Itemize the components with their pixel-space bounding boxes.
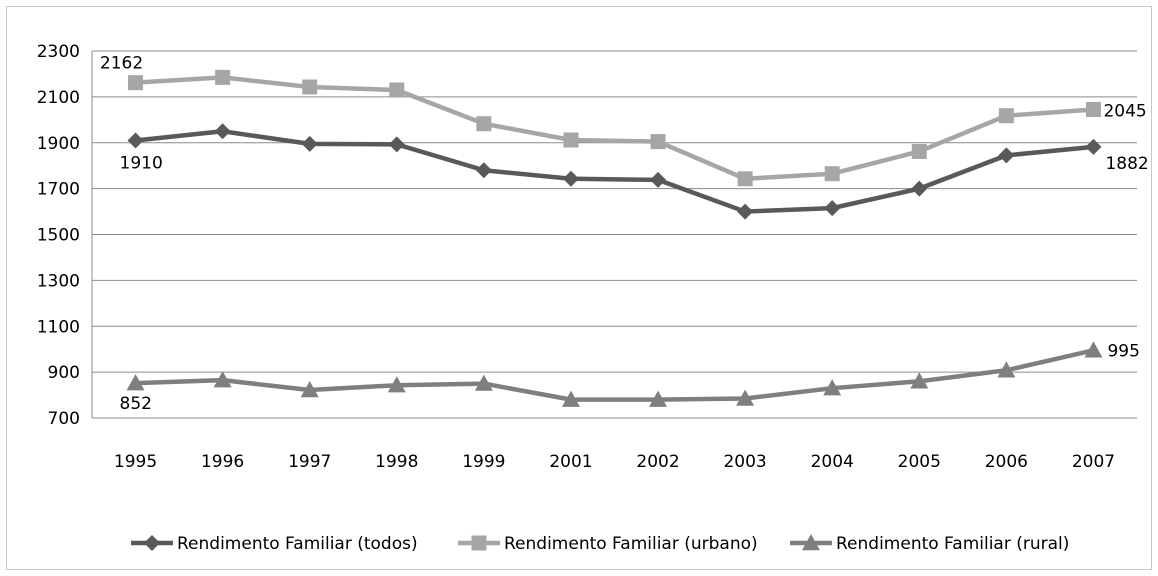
y-tick-label: 2100: [37, 88, 80, 108]
y-tick-label: 1700: [37, 180, 80, 200]
series-1: [127, 123, 1102, 220]
data-point: [213, 371, 232, 388]
data-point: [737, 171, 753, 187]
series-line: [135, 348, 1094, 402]
series-line: [135, 129, 1094, 214]
x-tick-label: 1996: [201, 452, 244, 472]
x-tick-label: 2007: [1072, 452, 1115, 472]
x-tick-label: 2005: [898, 452, 941, 472]
data-point: [561, 390, 580, 407]
y-tick-label: 1300: [37, 271, 80, 291]
data-point: [911, 180, 928, 197]
data-point: [128, 75, 144, 91]
data-point: [823, 379, 842, 396]
data-label: 2045: [1103, 101, 1146, 121]
y-tick-label: 2300: [37, 42, 80, 62]
legend-label: Rendimento Familiar (urbano): [504, 534, 758, 554]
data-point: [911, 143, 927, 159]
data-point: [1085, 101, 1101, 117]
data-point: [998, 147, 1015, 164]
data-point: [998, 108, 1014, 124]
series-lines: [126, 69, 1103, 407]
data-point: [649, 390, 668, 407]
legend-item: Rendimento Familiar (todos): [131, 534, 418, 554]
data-label: 2162: [100, 54, 143, 74]
data-point: [476, 116, 492, 132]
data-point: [824, 200, 841, 217]
x-tick-label: 2004: [811, 452, 854, 472]
x-tick-label: 2006: [985, 452, 1028, 472]
data-label: 995: [1107, 341, 1139, 361]
x-tick-label: 1999: [462, 452, 505, 472]
data-point: [301, 135, 318, 152]
axes: 700 900 1100 1300 1500 1700 1900 2100 2300 1995 19…: [37, 42, 1115, 472]
data-point: [388, 136, 405, 153]
x-tick-label: 1998: [375, 452, 418, 472]
y-tick-label: 700: [48, 409, 80, 429]
data-point: [475, 162, 492, 179]
data-point: [736, 389, 755, 406]
data-point: [474, 374, 493, 391]
data-point: [562, 170, 579, 187]
chart-frame: 700 900 1100 1300 1500 1700 1900 2100 2300 1995 19…: [6, 6, 1152, 570]
data-point: [127, 132, 144, 149]
legend-label: Rendimento Familiar (rural): [836, 534, 1069, 554]
data-point: [737, 203, 754, 220]
gridlines: [92, 50, 1137, 419]
y-tick-label: 1100: [37, 317, 80, 337]
data-label: 1910: [120, 153, 163, 173]
data-labels: 2162 1910 852 2045 1882 995: [100, 54, 1149, 414]
series-line: [135, 75, 1094, 182]
legend-item: Rendimento Familiar (urbano): [458, 534, 758, 554]
x-tick-label: 1995: [114, 452, 157, 472]
data-point: [1085, 138, 1102, 155]
x-tick-label: 1997: [288, 452, 331, 472]
y-tick-label: 1900: [37, 134, 80, 154]
data-label: 1882: [1105, 154, 1148, 174]
x-tick-label: 2001: [549, 452, 592, 472]
legend: Rendimento Familiar (todos) Rendimento Fa…: [131, 534, 1069, 554]
data-point: [910, 372, 929, 389]
data-point: [650, 171, 667, 188]
y-tick-label: 1500: [37, 226, 80, 246]
data-point: [387, 376, 406, 393]
line-chart: 700 900 1100 1300 1500 1700 1900 2100 2300 1995 19…: [37, 42, 1149, 554]
data-point: [389, 82, 405, 98]
legend-marker: [144, 535, 160, 551]
data-point: [997, 361, 1016, 378]
data-point: [824, 166, 840, 182]
data-point: [650, 134, 666, 150]
data-point: [215, 69, 231, 85]
series-3: [126, 341, 1103, 407]
legend-marker: [802, 534, 820, 551]
data-point: [126, 374, 145, 391]
data-point: [1084, 341, 1103, 358]
data-point: [563, 132, 579, 148]
y-tick-label: 900: [48, 363, 80, 383]
legend-item: Rendimento Familiar (rural): [790, 534, 1069, 554]
data-point: [214, 123, 231, 140]
series-2: [128, 69, 1101, 187]
data-label: 852: [120, 394, 152, 414]
x-tick-label: 2002: [636, 452, 679, 472]
x-tick-label: 2003: [723, 452, 766, 472]
data-point: [302, 79, 318, 95]
data-point: [300, 381, 319, 398]
legend-label: Rendimento Familiar (todos): [177, 534, 418, 554]
legend-marker: [471, 535, 487, 551]
